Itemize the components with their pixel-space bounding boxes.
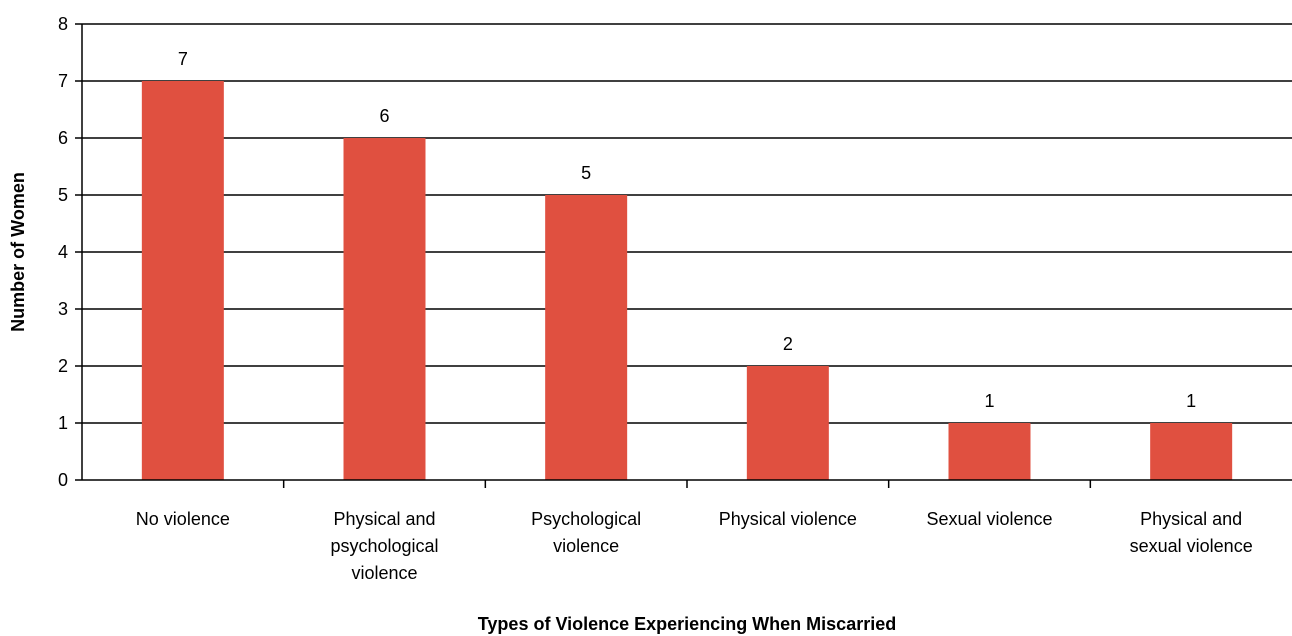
data-label: 1: [984, 391, 994, 411]
bar: [746, 366, 829, 480]
y-tick-label: 4: [58, 242, 68, 262]
y-tick-labels: 0 1 2 3 4 5 6 7 8: [58, 14, 68, 490]
data-label: 5: [581, 163, 591, 183]
y-tick-label: 1: [58, 413, 68, 433]
data-label: 1: [1186, 391, 1196, 411]
x-tick-label: Psychological violence: [531, 509, 641, 556]
x-tick-label: Sexual violence: [926, 509, 1052, 529]
y-tick-label: 6: [58, 128, 68, 148]
bars: [141, 81, 1233, 480]
x-tick-label: No violence: [136, 509, 230, 529]
bar: [141, 81, 224, 480]
y-tick-label: 0: [58, 470, 68, 490]
y-tick-label: 2: [58, 356, 68, 376]
data-label: 6: [379, 106, 389, 126]
data-label: 2: [783, 334, 793, 354]
bar: [545, 195, 628, 480]
data-labels: 7 6 5 2 1 1: [178, 49, 1196, 411]
gridlines: [82, 23, 1292, 424]
y-tick-label: 3: [58, 299, 68, 319]
data-label: 7: [178, 49, 188, 69]
x-axis-title: Types of Violence Experiencing When Misc…: [478, 614, 896, 634]
y-axis-title: Number of Women: [8, 172, 28, 332]
x-tick-label: Physical and sexual violence: [1130, 509, 1253, 556]
bar: [343, 138, 426, 480]
y-tick-label: 7: [58, 71, 68, 91]
x-tick-label: Physical violence: [719, 509, 857, 529]
bar: [948, 423, 1031, 480]
bar: [1150, 423, 1233, 480]
y-tick-label: 5: [58, 185, 68, 205]
y-tick-label: 8: [58, 14, 68, 34]
x-tick-label: Physical and psychological violence: [330, 509, 438, 583]
x-tick-labels: No violence Physical and psychological viol…: [136, 509, 1253, 583]
axes: [75, 23, 1292, 488]
